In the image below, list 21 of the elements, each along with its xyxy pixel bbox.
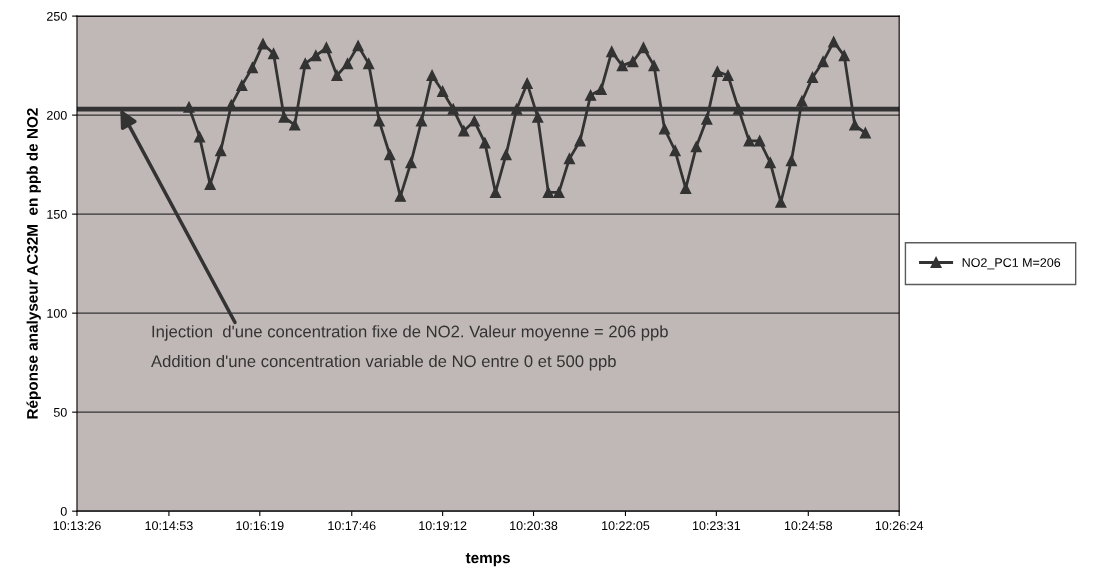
x-tick-label: 10:24:58 [784,521,833,531]
y-tick-label: 50 [53,407,67,417]
x-tick-label: 10:16:19 [236,521,284,531]
annotation: Addition d'une concentration variable de NO entre 0 et 500 ppb [151,354,616,371]
legend-label: NO2_PC1 M=206 [962,258,1061,270]
y-axis-title: Réponse analyseur AC32M en ppb de NO2 [26,108,41,419]
y-tick-label: 100 [47,308,67,318]
x-tick-label: 10:20:38 [510,521,558,531]
y-tick-label: 250 [47,11,67,21]
x-tick-label: 10:22:05 [602,521,650,531]
x-tick-label: 10:23:31 [692,521,741,531]
x-tick-label: 10:14:53 [145,521,193,531]
annotation: Injection d'une concentration fixe de NO2. Valeur moyenne = 206 ppb [152,325,668,341]
x-axis-title: temps [465,553,510,567]
x-tick-label: 10:26:24 [875,521,924,531]
x-tick-label: 10:13:26 [53,521,101,531]
x-tick-label: 10:19:12 [419,521,467,531]
y-tick-label: 200 [47,110,67,120]
x-tick-label: 10:17:46 [328,521,376,531]
y-tick-label: 150 [47,209,67,219]
y-tick-label: 0 [60,506,67,516]
